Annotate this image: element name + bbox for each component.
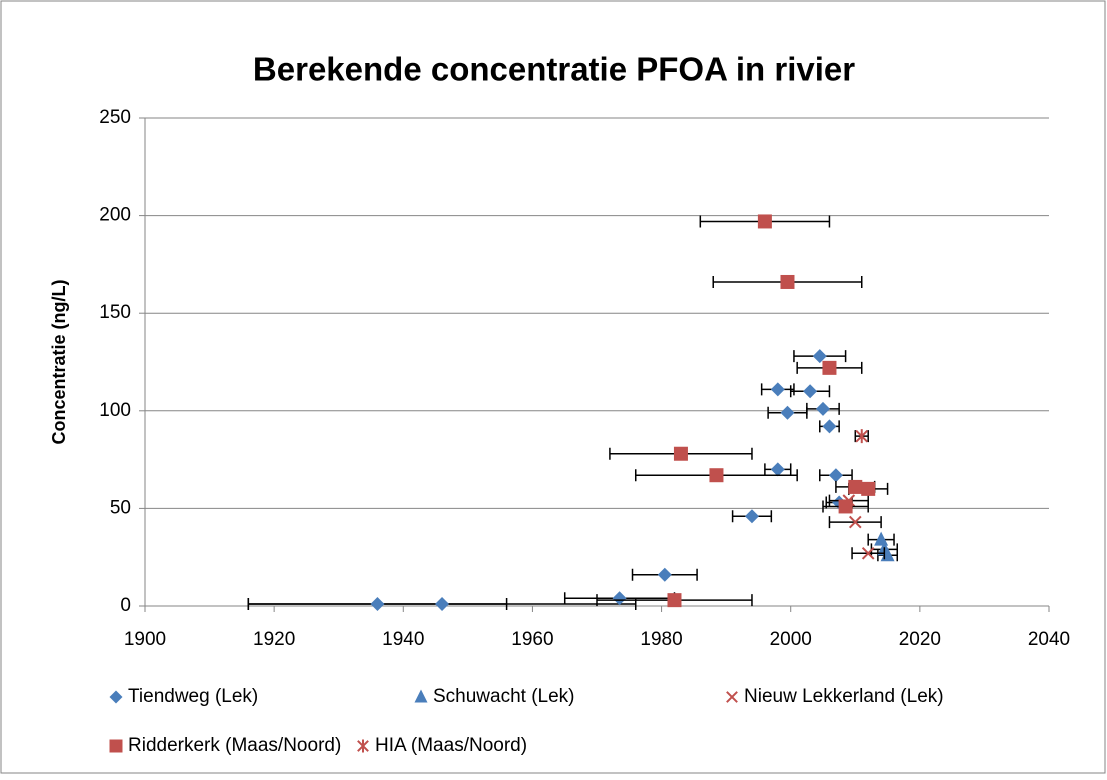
y-tick-label: 150 bbox=[99, 302, 131, 323]
x-tick-label: 1960 bbox=[511, 629, 553, 650]
marker bbox=[861, 481, 876, 496]
marker bbox=[816, 401, 830, 416]
marker bbox=[770, 382, 785, 397]
marker bbox=[848, 515, 862, 529]
legend-marker bbox=[414, 689, 428, 703]
y-axis-label: Concentratie (ng/L) bbox=[49, 279, 69, 444]
marker bbox=[780, 405, 795, 420]
legend-label: Ridderkerk (Maas/Noord) bbox=[128, 735, 341, 756]
marker bbox=[673, 446, 688, 461]
legend-label: Schuwacht (Lek) bbox=[433, 686, 575, 707]
y-tick-label: 250 bbox=[99, 107, 131, 128]
marker bbox=[612, 591, 627, 606]
x-tick-label: 2020 bbox=[899, 629, 941, 650]
marker bbox=[822, 419, 837, 434]
marker bbox=[812, 349, 827, 364]
legend-marker bbox=[109, 739, 123, 753]
x-tick-label: 1900 bbox=[124, 629, 166, 650]
marker bbox=[667, 593, 682, 608]
marker bbox=[780, 274, 795, 289]
legend-label: Tiendweg (Lek) bbox=[128, 686, 258, 707]
y-tick-label: 200 bbox=[99, 205, 131, 226]
legend-label: HIA (Maas/Noord) bbox=[375, 735, 527, 756]
marker bbox=[838, 499, 853, 514]
legend-label: Nieuw Lekkerland (Lek) bbox=[744, 686, 944, 707]
legend-marker bbox=[726, 691, 738, 703]
marker bbox=[861, 546, 875, 560]
x-tick-label: 1940 bbox=[382, 629, 424, 650]
marker bbox=[770, 462, 785, 477]
marker bbox=[370, 597, 385, 612]
marker bbox=[657, 567, 672, 582]
y-tick-label: 50 bbox=[110, 497, 131, 518]
x-tick-label: 2040 bbox=[1028, 629, 1070, 650]
y-tick-label: 0 bbox=[120, 595, 131, 616]
legend-marker bbox=[357, 739, 369, 753]
marker bbox=[757, 214, 772, 229]
y-tick-label: 100 bbox=[99, 400, 131, 421]
marker bbox=[855, 429, 869, 444]
marker bbox=[744, 509, 759, 524]
chart-title: Berekende concentratie PFOA in rivier bbox=[253, 51, 855, 88]
marker bbox=[803, 384, 818, 399]
x-tick-label: 1980 bbox=[640, 629, 682, 650]
legend-marker bbox=[109, 690, 123, 704]
marker bbox=[709, 468, 724, 483]
marker bbox=[828, 468, 843, 483]
marker bbox=[848, 479, 863, 494]
x-tick-label: 1920 bbox=[253, 629, 295, 650]
x-tick-label: 2000 bbox=[770, 629, 812, 650]
marker bbox=[435, 597, 450, 612]
marker bbox=[822, 360, 837, 375]
